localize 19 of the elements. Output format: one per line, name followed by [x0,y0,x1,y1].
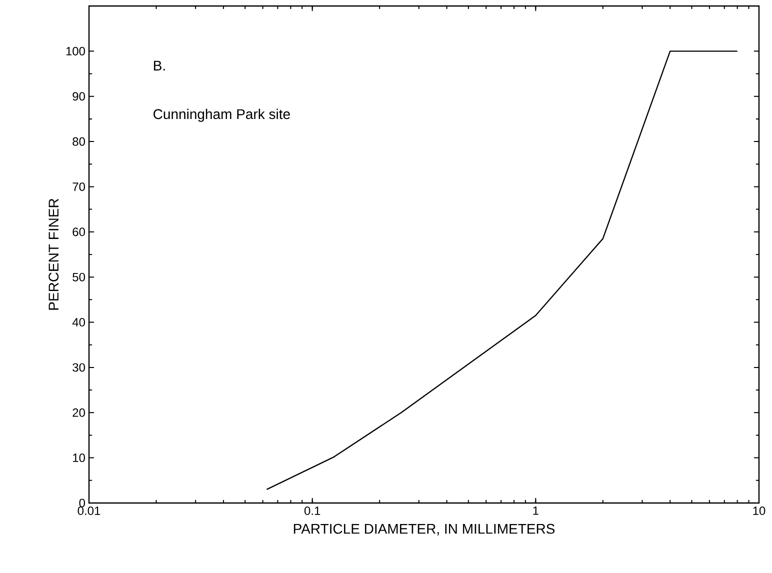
x-axis-title: PARTICLE DIAMETER, IN MILLIMETERS [294,524,555,536]
y-tick-label: 50 [72,272,86,282]
y-tick-label: 80 [72,137,86,146]
x-tick-label: 1 [533,506,538,515]
y-tick-label: 90 [72,92,86,101]
annotation: B. [154,60,165,70]
x-tick-label: 10 [753,506,766,516]
y-tick-label: 0 [79,498,86,508]
annotation: Cunningham Park site [154,108,290,122]
y-tick-label: 60 [72,228,86,236]
y-tick-label: 100 [66,46,85,56]
y-tick-label: 10 [73,454,86,462]
x-tick-label: 0.01 [78,506,100,516]
y-tick-label: 40 [72,318,86,327]
y-tick-label: 30 [72,363,86,372]
y-axis-title: PERCENT FINER [48,198,59,310]
y-tick-label: 70 [72,182,86,191]
y-tick-label: 20 [72,408,86,417]
x-tick-label: 0.1 [304,506,320,516]
